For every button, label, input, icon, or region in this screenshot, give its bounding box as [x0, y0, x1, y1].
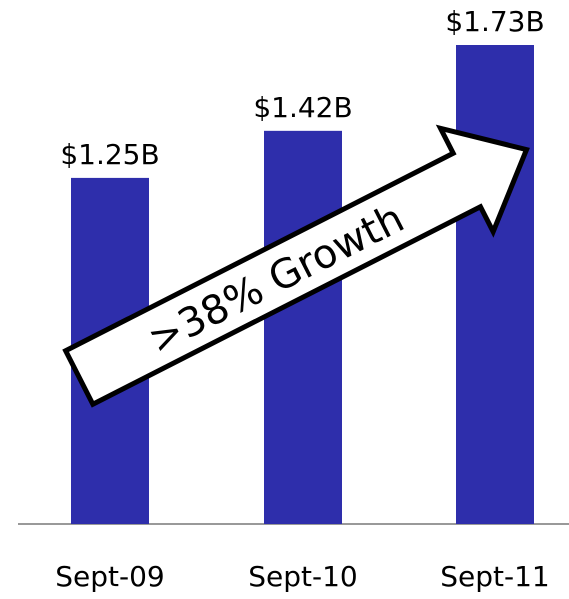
arrow-shape [62, 124, 530, 408]
value-label: $1.42B [253, 91, 352, 124]
value-label: $1.73B [445, 5, 544, 38]
x-tick-label: Sept-11 [440, 560, 549, 593]
x-tick-label: Sept-10 [248, 560, 357, 593]
bar [456, 45, 534, 524]
value-label: $1.25B [60, 138, 159, 171]
bar [264, 130, 342, 524]
x-tick-label: Sept-09 [55, 560, 164, 593]
